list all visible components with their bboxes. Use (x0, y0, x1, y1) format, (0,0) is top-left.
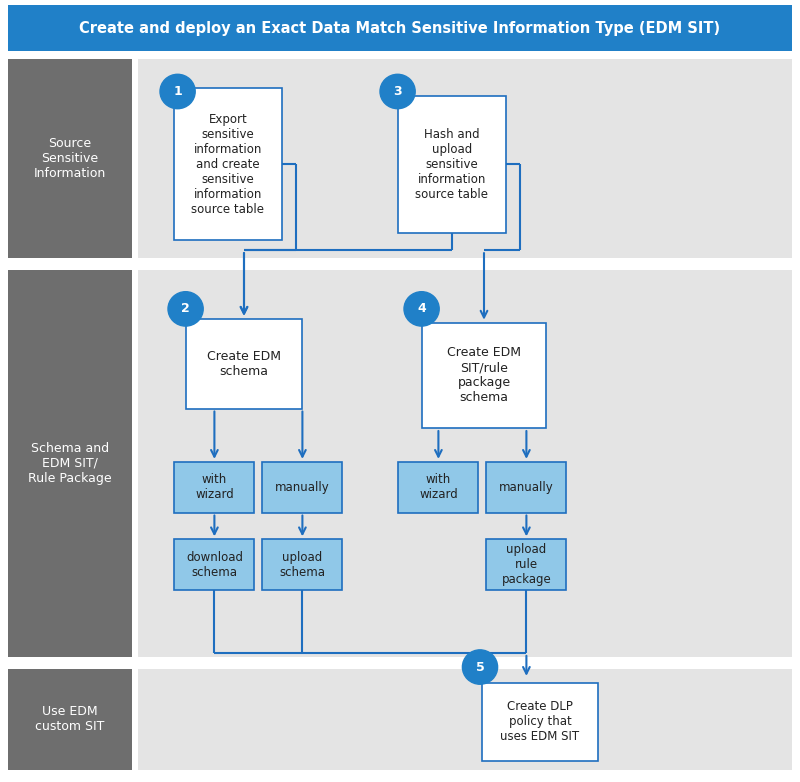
FancyBboxPatch shape (138, 270, 792, 657)
Circle shape (404, 292, 439, 326)
FancyBboxPatch shape (186, 318, 302, 408)
Text: with
wizard: with wizard (419, 473, 458, 501)
FancyBboxPatch shape (174, 88, 282, 241)
Circle shape (168, 292, 203, 326)
Text: Export
sensitive
information
and create
sensitive
information
source table: Export sensitive information and create … (191, 113, 265, 216)
FancyBboxPatch shape (398, 96, 506, 232)
FancyBboxPatch shape (8, 270, 132, 657)
FancyBboxPatch shape (482, 683, 598, 761)
Text: upload
rule
package: upload rule package (502, 543, 551, 586)
Text: 1: 1 (174, 85, 182, 98)
Text: Create and deploy an Exact Data Match Sensitive Information Type (EDM SIT): Create and deploy an Exact Data Match Se… (79, 20, 721, 36)
FancyBboxPatch shape (262, 540, 342, 590)
Text: Create EDM
schema: Create EDM schema (207, 350, 281, 378)
Circle shape (462, 650, 498, 684)
Text: manually: manually (275, 481, 330, 493)
FancyBboxPatch shape (138, 59, 792, 258)
Circle shape (160, 74, 195, 109)
FancyBboxPatch shape (8, 59, 132, 258)
Text: Source
Sensitive
Information: Source Sensitive Information (34, 137, 106, 180)
Text: manually: manually (499, 481, 554, 493)
Text: 5: 5 (476, 661, 484, 673)
Text: 3: 3 (394, 85, 402, 98)
FancyBboxPatch shape (422, 322, 546, 428)
Text: Create DLP
policy that
uses EDM SIT: Create DLP policy that uses EDM SIT (501, 701, 579, 743)
Text: Use EDM
custom SIT: Use EDM custom SIT (35, 705, 105, 734)
Text: 2: 2 (182, 303, 190, 315)
Text: Schema and
EDM SIT/
Rule Package: Schema and EDM SIT/ Rule Package (28, 442, 112, 485)
FancyBboxPatch shape (262, 461, 342, 513)
FancyBboxPatch shape (138, 669, 792, 770)
Text: with
wizard: with wizard (195, 473, 234, 501)
FancyBboxPatch shape (8, 5, 792, 51)
Circle shape (380, 74, 415, 109)
FancyBboxPatch shape (398, 461, 478, 513)
FancyBboxPatch shape (486, 540, 566, 590)
Text: Create EDM
SIT/rule
package
schema: Create EDM SIT/rule package schema (447, 346, 521, 404)
Text: upload
schema: upload schema (279, 551, 326, 579)
FancyBboxPatch shape (486, 461, 566, 513)
FancyBboxPatch shape (174, 461, 254, 513)
Text: download
schema: download schema (186, 551, 243, 579)
Text: Hash and
upload
sensitive
information
source table: Hash and upload sensitive information so… (415, 127, 489, 201)
FancyBboxPatch shape (8, 669, 132, 770)
Text: 4: 4 (418, 303, 426, 315)
FancyBboxPatch shape (174, 540, 254, 590)
